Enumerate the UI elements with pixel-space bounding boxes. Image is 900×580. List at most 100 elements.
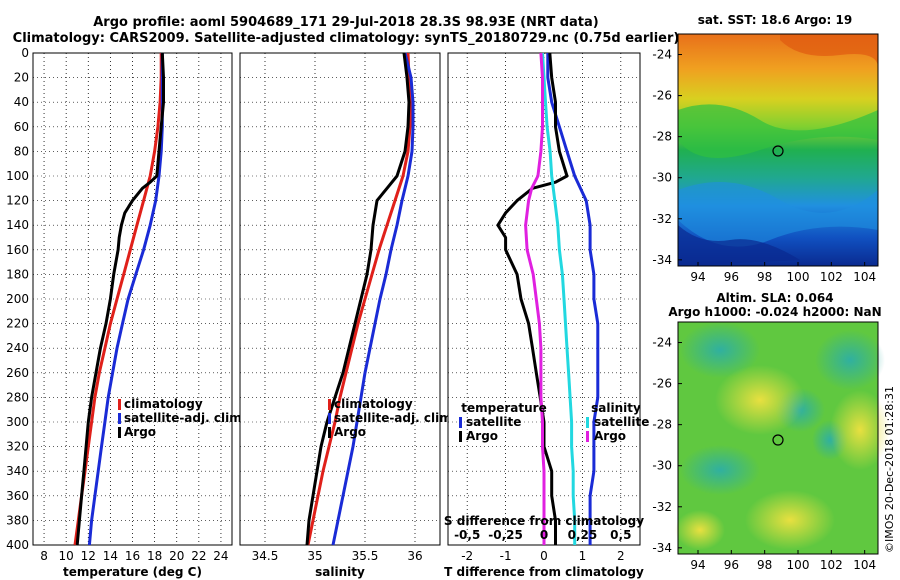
x-tick-label: 8 — [40, 549, 48, 563]
map-ytick-label: -26 — [652, 89, 672, 103]
depth-tick-label: 80 — [14, 144, 29, 158]
legend-label: satellite — [466, 415, 521, 429]
secondary-tick-label: -0,5 — [454, 528, 480, 542]
legend-title: salinity — [591, 401, 641, 415]
map-ytick-label: -24 — [652, 48, 672, 62]
depth-tick-label: 220 — [6, 317, 29, 331]
depth-tick-label: 120 — [6, 194, 29, 208]
secondary-tick-label: 0,5 — [610, 528, 631, 542]
x-tick-label: 1 — [579, 549, 587, 563]
series-line-argo — [305, 52, 411, 546]
map-ytick-label: -34 — [652, 253, 672, 267]
map-xtick-label: 100 — [787, 558, 810, 572]
depth-tick-label: 360 — [6, 489, 29, 503]
x-tick-label: 22 — [191, 549, 206, 563]
argo-location-marker — [772, 145, 784, 157]
header-line-2: Climatology: CARS2009. Satellite-adjuste… — [13, 31, 680, 46]
legend-label: climatology — [334, 397, 413, 411]
x-axis-label: salinity — [315, 565, 365, 579]
depth-tick-label: 280 — [6, 390, 29, 404]
x-tick-label: -1 — [500, 549, 512, 563]
legend-swatch — [328, 413, 331, 424]
secondary-tick-label: -0,25 — [488, 528, 523, 542]
depth-tick-label: 20 — [14, 71, 29, 85]
x-tick-label: 0 — [540, 549, 548, 563]
map-ytick-label: -24 — [652, 336, 672, 350]
map-xtick-label: 104 — [853, 270, 876, 284]
panel-2: 34.5 35 35.5 36 salinity climatologysatellite… — [239, 52, 456, 579]
legend-swatch — [328, 427, 331, 438]
x-tick-label: 16 — [125, 549, 140, 563]
series-line-s-satellite — [541, 52, 577, 545]
depth-tick-label: 160 — [6, 243, 29, 257]
map-ytick-label: -28 — [652, 418, 672, 432]
map-ytick-label: -28 — [652, 130, 672, 144]
map-xtick-label: 94 — [690, 558, 705, 572]
x-tick-label: 14 — [103, 549, 118, 563]
legend-swatch — [118, 399, 121, 410]
depth-tick-label: 180 — [6, 267, 29, 281]
map-ytick-label: -34 — [652, 541, 672, 555]
map-xtick-label: 100 — [787, 270, 810, 284]
x-tick-label: 12 — [81, 549, 96, 563]
series-line-satellite-adj-clim- — [331, 52, 415, 546]
sla-map-title-2: Argo h1000: -0.024 h2000: NaN — [668, 305, 881, 319]
legend-swatch — [459, 417, 462, 428]
depth-tick-label: 260 — [6, 366, 29, 380]
depth-tick-label: 100 — [6, 169, 29, 183]
legend-swatch — [586, 431, 589, 442]
series-line-t-satellite — [546, 53, 600, 545]
secondary-axis-title: S difference from climatology — [444, 514, 644, 528]
legend-title: temperature — [461, 401, 546, 415]
legend-label: Argo — [594, 429, 626, 443]
legend-swatch — [459, 431, 462, 442]
x-tick-label: 10 — [59, 549, 74, 563]
series-line-climatology — [306, 52, 412, 546]
depth-tick-label: 140 — [6, 218, 29, 232]
map-xtick-label: 104 — [853, 558, 876, 572]
x-tick-label: 20 — [169, 549, 184, 563]
legend-label: satellite-adj. clim. — [124, 411, 246, 425]
legend-label: Argo — [124, 425, 156, 439]
depth-tick-label: 400 — [6, 538, 29, 552]
sla-map-title-1: Altim. SLA: 0.064 — [716, 291, 833, 305]
legend-label: climatology — [124, 397, 203, 411]
x-tick-label: 35.5 — [352, 549, 379, 563]
map-ytick-label: -26 — [652, 377, 672, 391]
map-xtick-label: 94 — [690, 270, 705, 284]
depth-tick-label: 40 — [14, 95, 29, 109]
watermark: ©IMOS 20-Dec-2018 01:28:31 — [883, 386, 896, 553]
header-line-1: Argo profile: aoml 5904689_171 29-Jul-20… — [93, 15, 599, 30]
depth-tick-label: 200 — [6, 292, 29, 306]
legend-label: satellite — [594, 415, 649, 429]
x-tick-label: -2 — [461, 549, 473, 563]
map-ytick-label: -32 — [652, 212, 672, 226]
x-tick-label: 18 — [147, 549, 162, 563]
depth-tick-label: 0 — [21, 46, 29, 60]
legend-label: Argo — [466, 429, 498, 443]
map-xtick-label: 96 — [724, 270, 739, 284]
depth-tick-label: 340 — [6, 464, 29, 478]
sst-map-title: sat. SST: 18.6 Argo: 19 — [698, 13, 852, 27]
sla-map — [675, 321, 890, 555]
legend-swatch — [586, 417, 589, 428]
legend-swatch — [118, 427, 121, 438]
map-xtick-label: 98 — [757, 558, 772, 572]
x-tick-label: 2 — [617, 549, 625, 563]
depth-tick-label: 300 — [6, 415, 29, 429]
argo-location-marker — [772, 434, 784, 446]
map-xtick-label: 102 — [820, 558, 843, 572]
map-xtick-label: 102 — [820, 270, 843, 284]
depth-tick-label: 380 — [6, 513, 29, 527]
secondary-tick-label: 0 — [540, 528, 548, 542]
depth-tick-label: 240 — [6, 341, 29, 355]
legend-swatch — [118, 413, 121, 424]
sst-map — [677, 33, 879, 267]
series-line-s-argo — [524, 52, 546, 545]
legend-label: Argo — [334, 425, 366, 439]
secondary-tick-label: 0,25 — [568, 528, 598, 542]
legend-swatch — [328, 399, 331, 410]
panel-1: 8 10 12 14 16 18 20 22 24 temperature (deg C) clim… — [32, 52, 246, 579]
map-ytick-label: -32 — [652, 500, 672, 514]
